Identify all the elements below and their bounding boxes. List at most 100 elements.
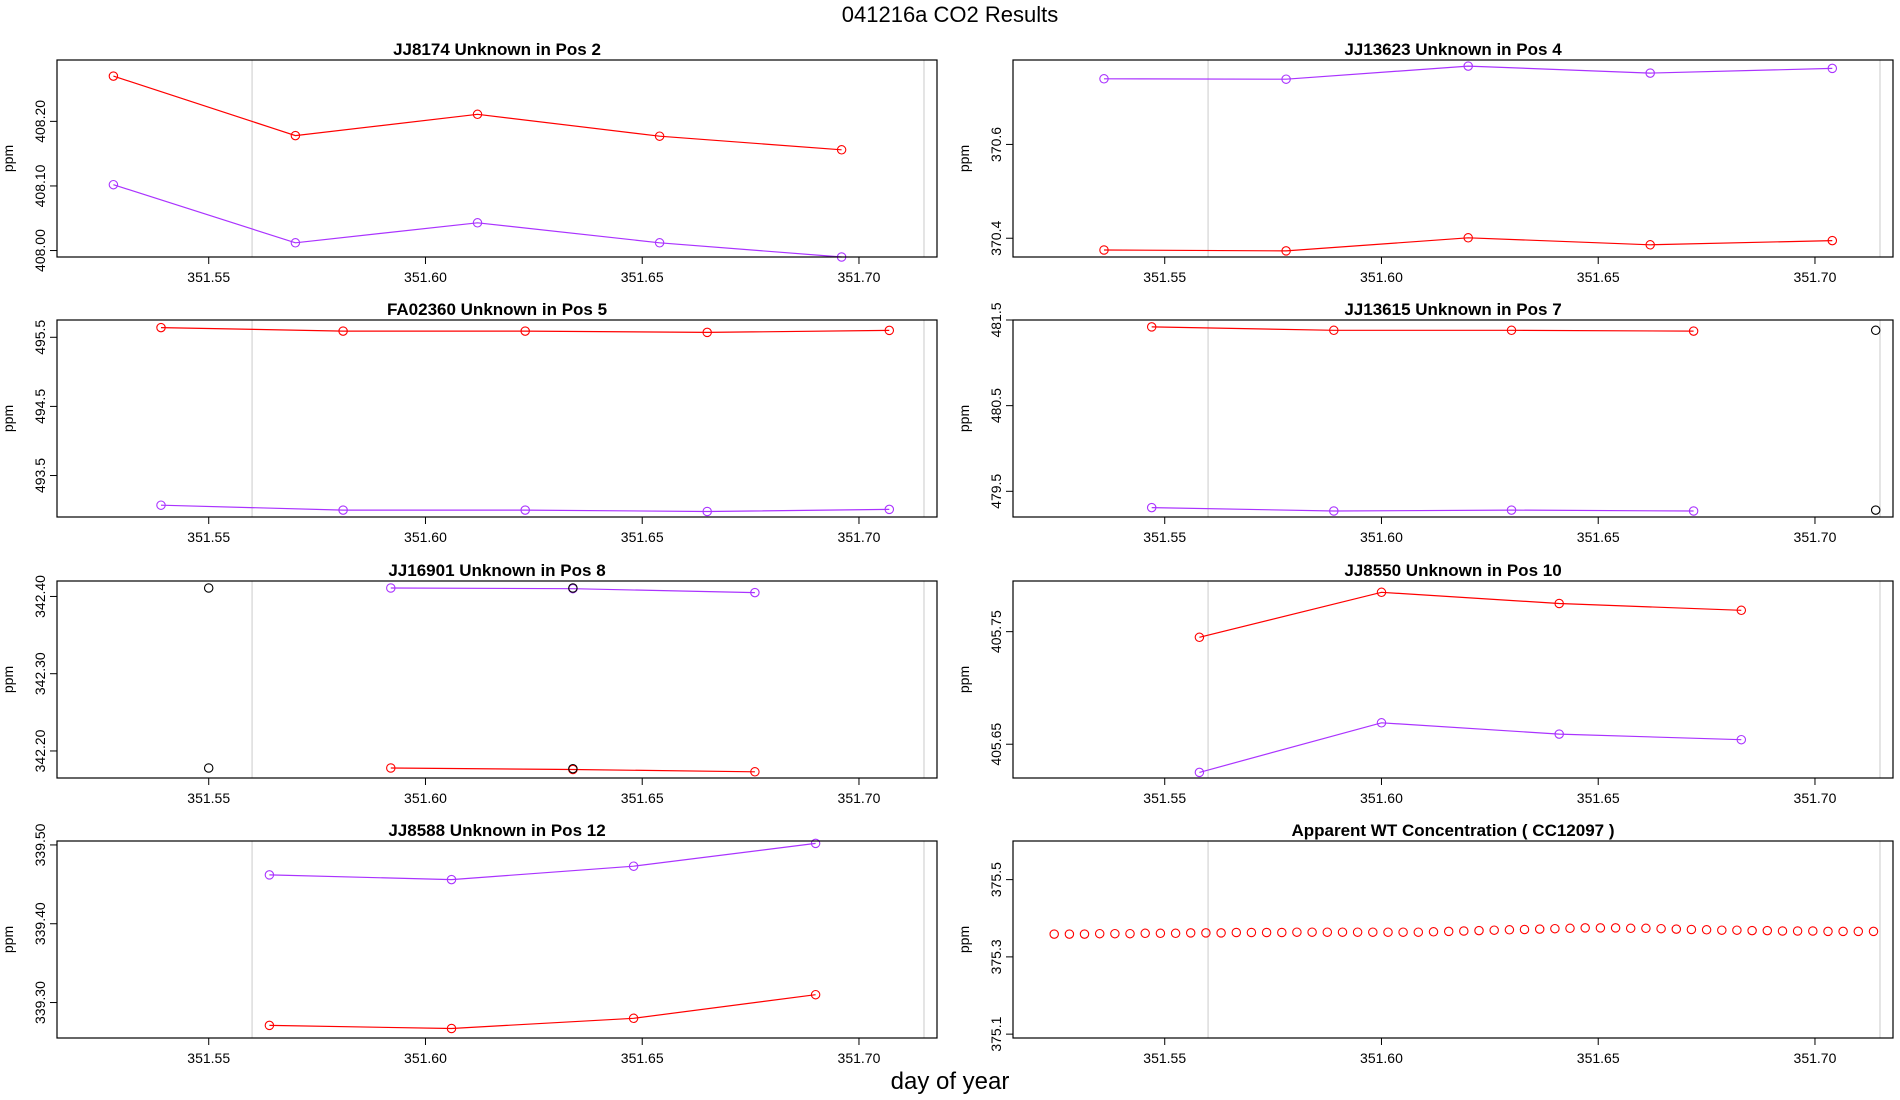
data-point-red [108,71,119,81]
data-point-purple [628,861,639,871]
data-point-red [1155,928,1166,939]
data-point-red [1732,925,1742,935]
y-axis-label: ppm [0,405,16,432]
data-point-red [1656,923,1666,934]
data-point-red [264,1020,275,1031]
data-point-red [1550,923,1560,934]
data-point-red [1307,927,1317,937]
data-point-purple [472,218,483,228]
data-point-red [702,327,712,338]
data-point-red [1853,926,1864,937]
y-axis-label: ppm [956,145,972,172]
data-point-purple [1736,734,1747,745]
data-point-purple [1376,718,1387,728]
data-point-red [1762,925,1773,936]
series-line-purple [1199,722,1742,773]
x-tick-label: 351.65 [621,790,664,806]
data-point-purple [1645,68,1655,78]
data-point-red [1376,587,1387,598]
x-tick-label: 351.65 [1577,529,1620,545]
data-point-purple [1463,61,1473,71]
panel-1: 351.55 351.60 351.65 351.70 408.00 408.10 408.… [0,40,938,285]
y-tick-label: 408.20 [32,100,48,143]
data-point-red [1610,923,1621,933]
x-tick-label: 351.70 [1794,269,1837,285]
data-point-purple [810,838,821,849]
x-tick-label: 351.60 [1360,790,1403,806]
panel-4: 351.55 351.60 351.65 351.70 479.5 480.5 481.5 p… [956,300,1894,545]
data-point-red [1641,923,1651,934]
x-tick-label: 351.55 [187,1050,230,1066]
y-tick-label: 375.3 [988,939,1004,974]
panel-8: 351.55 351.60 351.65 351.70 375.1 375.3 375.5 p… [956,821,1894,1066]
data-point-black-top [1870,325,1881,336]
x-tick-label: 351.60 [404,529,447,545]
y-tick-label: 370.4 [988,221,1004,256]
data-point-red [1474,925,1484,936]
data-point-purple [108,179,119,190]
data-point-red [1094,928,1105,939]
data-point-red [1277,927,1287,938]
data-point-red [386,763,396,773]
data-point-red [1645,240,1655,250]
data-point-red [1717,925,1727,935]
data-point-red [1322,927,1333,937]
x-tick-label: 351.55 [1143,790,1186,806]
data-point-red [1185,928,1196,938]
x-tick-label: 351.65 [1577,1050,1620,1066]
series-line-red [113,75,842,151]
x-tick-label: 351.60 [1360,1050,1403,1066]
y-axis-label: ppm [0,145,16,172]
x-tick-label: 351.60 [404,1050,447,1066]
data-point-red [1413,927,1424,937]
data-point-purple [654,238,665,248]
data-point-red [1064,929,1075,939]
data-point-red [1489,925,1499,935]
series-line-purple [1103,65,1833,80]
plot-frame [1012,319,1894,518]
data-point-purple [290,238,301,248]
y-tick-label: 339.40 [32,902,48,945]
data-point-red [836,145,847,155]
data-point-red [446,1023,457,1034]
data-point-red [1565,923,1575,934]
data-point-purple [1281,74,1291,84]
y-tick-label: 342.40 [32,575,48,618]
data-point-red [1625,923,1636,934]
data-point-red [750,767,760,777]
x-tick-label: 351.55 [187,269,230,285]
panel-title: Apparent WT Concentration ( CC12097 ) [1291,821,1614,840]
x-tick-label: 351.65 [621,529,664,545]
data-point-red [1534,924,1545,934]
y-tick-label: 408.10 [32,164,48,207]
data-point-purple [1506,505,1517,515]
data-point-red [1368,927,1378,937]
data-point-red [1671,924,1682,934]
y-tick-label: 342.20 [32,729,48,772]
data-point-red [1110,928,1120,939]
data-point-red [1146,322,1157,332]
series-line-purple [390,587,755,594]
data-point-red [520,326,530,336]
data-point-red [1246,927,1257,938]
data-point-purple [1688,506,1699,516]
data-point-purple [520,505,530,515]
y-tick-label: 375.1 [988,1016,1004,1051]
data-point-black-bottom [1870,505,1881,515]
panel-6: 351.55 351.60 351.65 351.70 405.65 405.75 ppm J… [956,561,1894,806]
data-point-red [1216,928,1226,938]
x-tick-label: 351.55 [1143,1050,1186,1066]
data-point-red [1281,246,1291,256]
data-point-red [884,325,895,336]
data-point-red [1194,632,1205,643]
data-point-red [1463,233,1473,243]
data-point-red [1838,926,1848,937]
data-point-black-markers [568,583,578,593]
y-axis-label: ppm [0,926,16,953]
y-tick-label: 370.6 [988,127,1004,162]
data-point-purple [386,583,396,593]
data-point-purple [1329,506,1339,516]
data-point-red [1443,926,1454,937]
x-tick-label: 351.65 [621,1050,664,1066]
